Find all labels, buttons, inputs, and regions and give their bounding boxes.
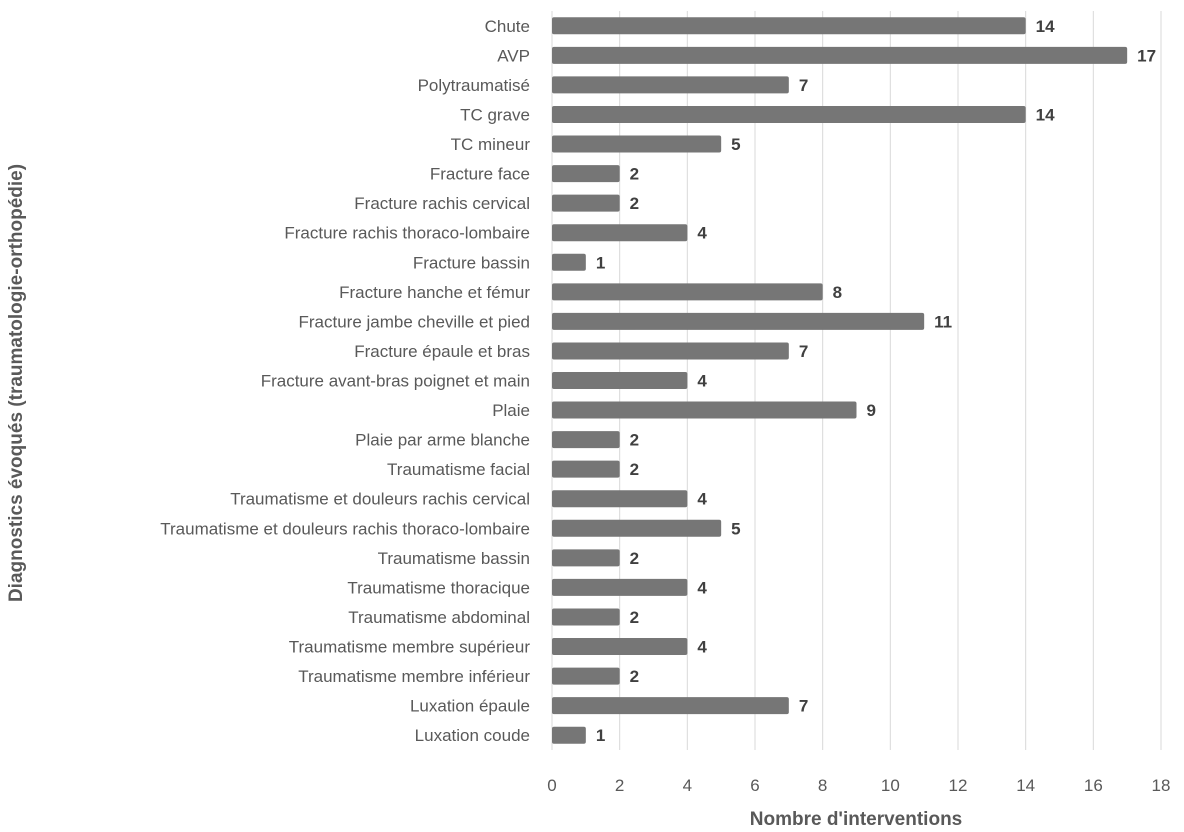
data-label: 2	[630, 608, 639, 627]
data-label: 2	[630, 667, 639, 686]
bar	[552, 194, 620, 212]
data-label: 1	[596, 253, 605, 272]
data-label: 4	[697, 224, 707, 243]
category-label: Chute	[485, 17, 530, 36]
x-tick-label: 6	[750, 776, 759, 795]
x-axis-title: Nombre d'interventions	[750, 809, 963, 830]
bar	[552, 283, 823, 301]
category-label: Fracture épaule et bras	[354, 342, 530, 361]
bar	[552, 608, 620, 626]
data-label: 2	[630, 431, 639, 450]
bar	[552, 519, 722, 537]
category-label: Fracture avant-bras poignet et main	[261, 372, 530, 391]
data-label: 9	[867, 401, 876, 420]
category-label: Fracture rachis cervical	[354, 194, 530, 213]
x-tick-label: 12	[949, 776, 968, 795]
category-label: Traumatisme membre inférieur	[298, 667, 530, 686]
bar	[552, 726, 586, 744]
bar	[552, 401, 857, 419]
x-tick-label: 4	[683, 776, 692, 795]
category-label: Traumatisme bassin	[378, 549, 530, 568]
data-label: 4	[697, 578, 707, 597]
category-label: Fracture face	[430, 165, 530, 184]
bar	[552, 224, 688, 242]
x-tick-label: 10	[881, 776, 900, 795]
bar	[552, 667, 620, 685]
category-labels: Chute AVP Polytraumatisé TC grave TC mineur F…	[160, 17, 530, 745]
x-tick-label: 16	[1084, 776, 1103, 795]
x-tick-label: 18	[1152, 776, 1171, 795]
data-label: 7	[799, 342, 808, 361]
category-label: Polytraumatisé	[418, 76, 530, 95]
data-labels: 14 17 7 14 5 2 2 4 1 8 11 7 4 9 2 2 4 5 2 4 2 4 2 7 1	[596, 17, 1156, 745]
bar	[552, 578, 688, 596]
bar	[552, 312, 925, 330]
data-label: 7	[799, 697, 808, 716]
bar	[552, 165, 620, 183]
data-label: 14	[1036, 105, 1055, 124]
y-axis-title: Diagnostics évoqués (traumatologie-ortho…	[6, 164, 27, 602]
category-label: Plaie	[492, 401, 530, 420]
x-tick-label: 14	[1016, 776, 1035, 795]
data-label: 8	[833, 283, 842, 302]
bar	[552, 17, 1026, 35]
bar	[552, 460, 620, 478]
category-label: Fracture hanche et fémur	[339, 283, 530, 302]
x-tick-labels: 0 2 4 6 8 10 12 14 16 18	[547, 776, 1170, 795]
category-label: Luxation coude	[415, 726, 530, 745]
category-label: Plaie par arme blanche	[355, 431, 530, 450]
bar	[552, 549, 620, 567]
bar	[552, 697, 789, 715]
data-label: 2	[630, 549, 639, 568]
bar	[552, 431, 620, 449]
data-label: 17	[1137, 46, 1156, 65]
category-label: Traumatisme facial	[387, 460, 530, 479]
bars	[552, 17, 1128, 744]
data-label: 7	[799, 76, 808, 95]
x-tick-label: 8	[818, 776, 827, 795]
category-label: TC grave	[460, 105, 530, 124]
bar	[552, 372, 688, 389]
bar	[552, 638, 688, 656]
category-label: Traumatisme thoracique	[347, 578, 530, 597]
bar	[552, 105, 1026, 123]
x-tick-label: 0	[547, 776, 556, 795]
data-label: 2	[630, 194, 639, 213]
data-label: 14	[1036, 17, 1055, 36]
bar	[552, 253, 586, 271]
data-label: 11	[934, 312, 952, 331]
bar	[552, 342, 789, 360]
gridlines	[551, 11, 1162, 750]
category-label: Luxation épaule	[410, 697, 530, 716]
data-label: 5	[731, 135, 740, 154]
bar	[552, 135, 722, 153]
data-label: 2	[630, 460, 639, 479]
bar	[552, 76, 789, 94]
category-label: Fracture rachis thoraco-lombaire	[284, 224, 530, 243]
category-label: TC mineur	[451, 135, 531, 154]
data-label: 2	[630, 165, 639, 184]
category-label: AVP	[497, 46, 530, 65]
data-label: 4	[697, 638, 707, 657]
category-label: Fracture jambe cheville et pied	[298, 312, 530, 331]
x-tick-label: 2	[615, 776, 624, 795]
data-label: 4	[697, 490, 707, 509]
bar	[552, 46, 1128, 64]
category-label: Traumatisme et douleurs rachis cervical	[230, 490, 530, 509]
data-label: 1	[596, 726, 605, 745]
category-label: Traumatisme membre supérieur	[289, 638, 531, 657]
category-label: Traumatisme et douleurs rachis thoraco-l…	[160, 519, 530, 538]
bar	[552, 490, 688, 508]
category-label: Traumatisme abdominal	[348, 608, 530, 627]
data-label: 5	[731, 519, 740, 538]
category-label: Fracture bassin	[413, 253, 530, 272]
data-label: 4	[697, 372, 707, 391]
